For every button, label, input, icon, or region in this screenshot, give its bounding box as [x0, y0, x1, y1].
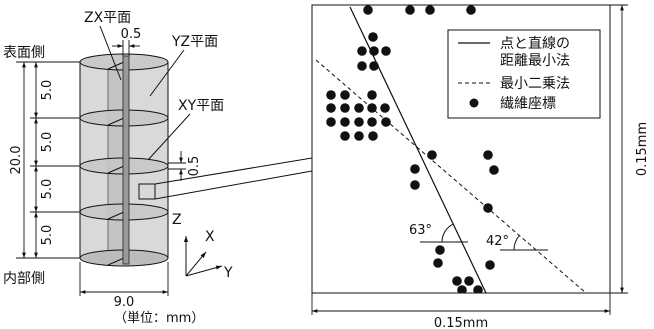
angle-label-42: 42° — [486, 234, 509, 249]
angle-arc-63 — [441, 223, 454, 243]
x-axis-label: X — [205, 229, 215, 245]
yz-leader — [149, 49, 185, 97]
angle-arc-42 — [513, 235, 520, 251]
yz-trace — [107, 211, 125, 220]
zx-thickness-label: 0.5 — [121, 27, 142, 42]
angle-label-63: 63° — [409, 223, 432, 238]
fiber-dot — [381, 117, 391, 127]
fiber-dot — [425, 5, 435, 15]
fiber-dot — [369, 46, 379, 56]
zoom-line — [154, 170, 313, 200]
fiber-dot — [473, 285, 483, 293]
fiber-dot — [368, 32, 378, 42]
yz-plane-label: YZ平面 — [171, 34, 218, 50]
xy-plane-label: XY平面 — [178, 98, 224, 114]
fiber-dot — [405, 5, 415, 15]
segment-height-label: 5.0 — [40, 179, 55, 200]
diameter-label: 9.0 — [114, 295, 135, 310]
coordinate-axes: Z X Y — [172, 212, 233, 281]
yz-trace — [107, 165, 125, 174]
legend-fiber-coords: 繊維座標 — [500, 96, 556, 112]
x-axis-arrow — [185, 251, 207, 277]
plot-width-label: 0.15mm — [434, 316, 488, 329]
fiber-dot — [410, 180, 420, 190]
fiber-dot — [466, 5, 476, 15]
fiber-dot — [464, 276, 474, 286]
fiber-dot — [457, 285, 467, 293]
fiber-dot — [380, 103, 390, 113]
cylinder-diagram — [79, 53, 313, 267]
fiber-dot — [381, 46, 391, 56]
fiber-dot — [435, 245, 445, 255]
z-axis-label: Z — [172, 212, 182, 228]
fiber-dot — [354, 103, 364, 113]
legend-dot — [469, 98, 479, 108]
fiber-dot — [483, 203, 493, 213]
zx-plane-label: ZX平面 — [84, 10, 131, 26]
fiber-dots — [326, 5, 499, 293]
fiber-dot — [433, 258, 443, 268]
fiber-dot — [340, 117, 350, 127]
legend: 点と直線の 距離最小法 最小二乗法 繊維座標 — [447, 29, 601, 119]
zx-leader — [99, 25, 122, 81]
fiber-dot — [367, 117, 377, 127]
segment-height-label: 5.0 — [40, 80, 55, 101]
zoom-window — [138, 183, 156, 200]
plot-area — [315, 5, 587, 293]
fiber-dot — [367, 103, 377, 113]
zoom-line — [154, 157, 313, 185]
fiber-dot — [326, 90, 336, 100]
total-height-label: 20.0 — [9, 146, 24, 175]
xy-thickness-label: 0.5 — [187, 156, 202, 177]
fiber-dot — [363, 5, 373, 15]
inner-side-label: 内部側 — [3, 271, 45, 287]
fiber-dot — [452, 276, 462, 286]
yz-trace — [107, 257, 125, 266]
plot-height-label: 0.15mm — [635, 122, 650, 176]
fiber-dot — [368, 131, 378, 141]
segment-height-label: 5.0 — [40, 225, 55, 246]
fiber-dot — [340, 103, 350, 113]
fiber-dot — [367, 90, 377, 100]
fiber-dot — [340, 90, 350, 100]
fiber-dot — [326, 117, 336, 127]
y-axis-arrow — [185, 265, 223, 277]
fiber-dot — [369, 61, 379, 71]
fiber-dot — [340, 131, 350, 141]
unit-note: （単位：mm） — [114, 310, 204, 326]
fiber-dot — [410, 164, 420, 174]
fiber-dot — [483, 150, 493, 160]
least-squares-fit-line — [315, 59, 587, 293]
fiber-dot — [354, 117, 364, 127]
yz-trace — [107, 61, 125, 70]
fiber-dot — [427, 150, 437, 160]
fiber-dot — [357, 61, 367, 71]
fiber-dot — [485, 260, 495, 270]
legend-least-squares: 最小二乗法 — [500, 76, 570, 92]
y-axis-label: Y — [223, 265, 233, 281]
yz-trace — [107, 117, 125, 126]
legend-distance-method-line2: 距離最小法 — [500, 52, 570, 69]
fiber-dot — [489, 165, 499, 175]
fiber-dot — [326, 103, 336, 113]
legend-distance-method-line1: 点と直線の — [500, 35, 570, 52]
fiber-dot — [357, 46, 367, 56]
segment-height-label: 5.0 — [40, 132, 55, 153]
surface-side-label: 表面側 — [3, 45, 45, 61]
zx-plane — [122, 55, 130, 265]
xy-leader — [147, 113, 191, 161]
fiber-dot — [354, 131, 364, 141]
